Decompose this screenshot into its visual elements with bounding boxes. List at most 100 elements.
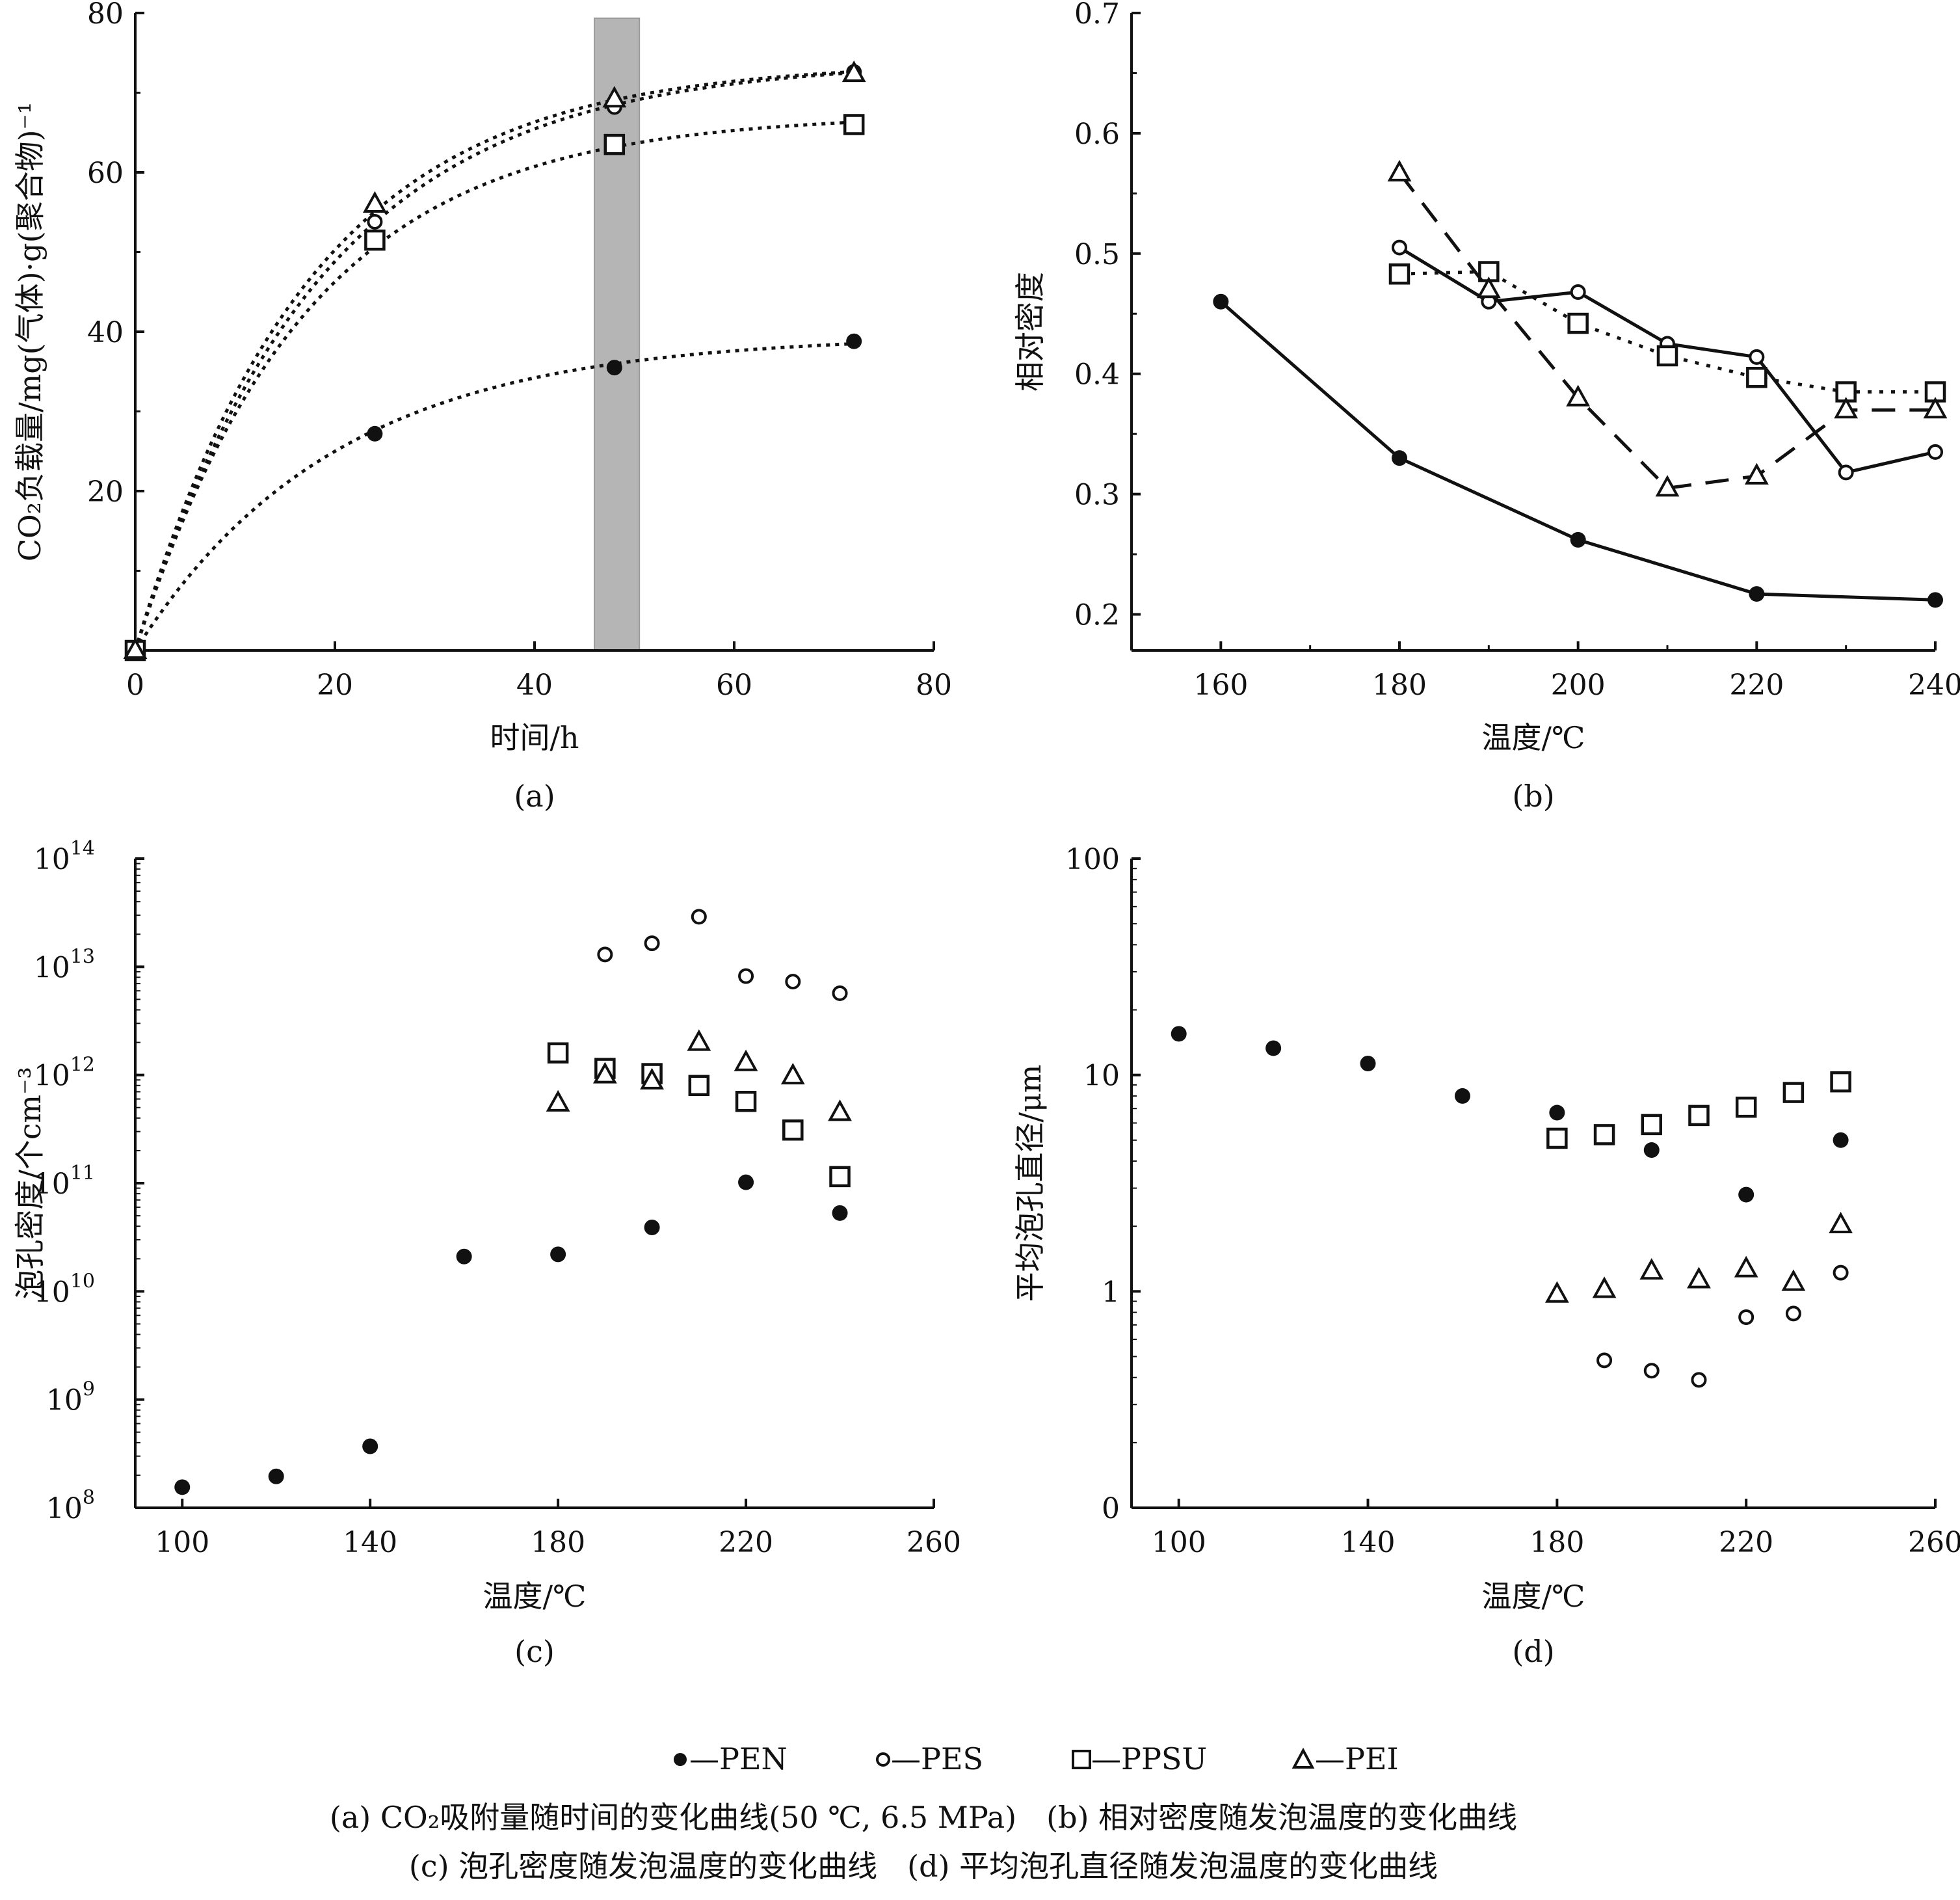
series-pei bbox=[123, 60, 866, 659]
chart-panel--a-: 0 20 40 60 80 20 40 60 80 时间/h CO₂负载量/mg(气体)·g(聚合物… bbox=[12, 0, 952, 814]
data-point-pei-5 bbox=[780, 1063, 805, 1085]
x-tick-label-100: 100 bbox=[1152, 1526, 1206, 1559]
legend-label-pen: —PEN bbox=[689, 1741, 788, 1776]
y-tick-exponent-5: 13 bbox=[70, 945, 95, 968]
data-point-pen-4 bbox=[550, 1246, 566, 1263]
chart-panel--c-: 100 140 180 220 2601081091010101110121013101… bbox=[12, 837, 961, 1669]
data-point-pes-3 bbox=[1738, 1309, 1755, 1325]
data-point-pen-4 bbox=[1549, 1104, 1565, 1121]
legend-label-ppsu: —PPSU bbox=[1091, 1741, 1207, 1776]
data-point-pen-5 bbox=[1643, 1142, 1660, 1158]
data-point-pes-4 bbox=[785, 974, 801, 990]
y-tick-label-3: 80 bbox=[87, 0, 124, 31]
caption-line-1: (a) CO₂吸附量随时间的变化曲线(50 ℃, 6.5 MPa) (b) 相对… bbox=[330, 1800, 1517, 1835]
caption-line-2: (c) 泡孔密度随发泡温度的变化曲线 (d) 平均泡孔直径随发泡温度的变化曲线 bbox=[409, 1849, 1438, 1884]
data-point-pes-2 bbox=[1691, 1372, 1707, 1388]
data-point-pen-2 bbox=[362, 1438, 378, 1454]
data-point-pen-3 bbox=[846, 333, 862, 349]
data-point-pen-4 bbox=[1927, 592, 1943, 608]
data-point-pen-5 bbox=[644, 1220, 660, 1236]
x-tick-label-200: 200 bbox=[1551, 669, 1606, 702]
data-point-pen-6 bbox=[1738, 1186, 1755, 1203]
series-ppsu bbox=[1388, 261, 1946, 403]
series-pei bbox=[1387, 159, 1948, 497]
y-axis-label: 平均泡孔直径/μm bbox=[1013, 1064, 1048, 1302]
data-point-pei-4 bbox=[734, 1049, 758, 1071]
data-point-pes-1 bbox=[367, 213, 383, 230]
data-point-pei-5 bbox=[1834, 397, 1859, 419]
data-point-pes-3 bbox=[738, 968, 754, 984]
x-tick-label-220: 220 bbox=[719, 1526, 773, 1559]
data-point-pen-0 bbox=[1171, 1026, 1187, 1042]
data-point-ppsu-3 bbox=[688, 1075, 710, 1097]
legend: —PEN —PES —PPSU —PEI bbox=[674, 1741, 1399, 1776]
data-point-pei-0 bbox=[123, 637, 148, 659]
y-tick-label-1: 1 bbox=[1102, 1276, 1120, 1309]
data-point-pes-1 bbox=[644, 935, 660, 952]
data-point-pen-1 bbox=[1392, 450, 1407, 466]
data-point-pen-2 bbox=[1570, 531, 1586, 548]
data-point-pes-2 bbox=[691, 909, 707, 925]
panel-label: (b) bbox=[1512, 779, 1554, 814]
data-point-pen-0 bbox=[174, 1479, 191, 1495]
data-point-pei-6 bbox=[1829, 1211, 1853, 1234]
legend-marker-pen bbox=[674, 1753, 687, 1766]
x-tick-label-220: 220 bbox=[1729, 669, 1784, 702]
data-point-pei-1 bbox=[1476, 276, 1501, 299]
data-point-ppsu-0 bbox=[547, 1042, 569, 1064]
x-tick-label-180: 180 bbox=[531, 1526, 585, 1559]
y-tick-label-0: 20 bbox=[87, 475, 124, 509]
data-point-pes-5 bbox=[832, 985, 848, 1001]
y-tick-label-3: 0.5 bbox=[1074, 238, 1120, 271]
data-point-pei-2 bbox=[602, 86, 627, 108]
x-tick-label-220: 220 bbox=[1719, 1526, 1773, 1559]
data-point-pei-6 bbox=[1923, 397, 1948, 419]
y-tick-exponent-4: 12 bbox=[70, 1054, 95, 1077]
data-point-pes-0 bbox=[1392, 239, 1407, 256]
data-point-pes-1 bbox=[1643, 1363, 1660, 1379]
x-tick-label-0: 0 bbox=[126, 669, 144, 702]
x-tick-label-80: 80 bbox=[916, 669, 952, 702]
y-tick-label-5: 1013 bbox=[34, 945, 95, 984]
legend-marker-pei bbox=[1291, 1747, 1315, 1769]
data-point-ppsu-0 bbox=[1546, 1127, 1568, 1149]
data-point-ppsu-6 bbox=[1830, 1071, 1851, 1093]
data-point-ppsu-0 bbox=[1388, 263, 1410, 285]
x-tick-label-180: 180 bbox=[1530, 1526, 1584, 1559]
series-pes bbox=[127, 64, 862, 658]
series-line-ppsu bbox=[1399, 269, 1935, 394]
data-point-pen-7 bbox=[1833, 1132, 1849, 1148]
y-tick-label-5: 0.7 bbox=[1074, 0, 1120, 31]
y-tick-exponent-3: 11 bbox=[70, 1162, 95, 1184]
series-pes bbox=[1596, 1264, 1849, 1388]
data-point-pei-2 bbox=[1639, 1258, 1664, 1280]
x-tick-label-20: 20 bbox=[317, 669, 353, 702]
legend-label-pes: —PES bbox=[891, 1741, 983, 1776]
y-tick-label-4: 1012 bbox=[34, 1054, 95, 1093]
data-point-ppsu-5 bbox=[1782, 1082, 1805, 1103]
y-tick-label-4: 0.6 bbox=[1074, 118, 1120, 151]
series-line-pei bbox=[1398, 172, 1935, 490]
data-point-ppsu-4 bbox=[1735, 1096, 1757, 1118]
legend-marker-pes bbox=[876, 1752, 890, 1767]
data-point-ppsu-6 bbox=[829, 1166, 851, 1188]
shaded-band bbox=[594, 18, 641, 651]
legend-label-pei: —PEI bbox=[1315, 1741, 1399, 1776]
data-point-pen-1 bbox=[1265, 1040, 1282, 1056]
y-tick-exponent-2: 10 bbox=[70, 1270, 95, 1292]
data-point-pen-6 bbox=[738, 1174, 754, 1190]
y-axis-label: CO₂负载量/mg(气体)·g(聚合物)⁻¹ bbox=[12, 102, 47, 562]
data-point-ppsu-2 bbox=[603, 133, 626, 155]
y-tick-label-3: 100 bbox=[1065, 843, 1120, 876]
series-pei bbox=[1544, 1211, 1853, 1303]
x-tick-label-240: 240 bbox=[1908, 669, 1960, 702]
y-tick-label-2: 60 bbox=[87, 157, 124, 190]
series-line-pes bbox=[133, 71, 854, 651]
x-tick-label-180: 180 bbox=[1372, 669, 1427, 702]
x-axis-label: 温度/℃ bbox=[483, 1579, 587, 1614]
y-tick-exponent-0: 8 bbox=[83, 1486, 95, 1509]
data-point-pen-3 bbox=[1454, 1088, 1470, 1104]
data-point-pen-3 bbox=[1749, 586, 1765, 602]
data-point-pei-1 bbox=[1592, 1276, 1617, 1298]
